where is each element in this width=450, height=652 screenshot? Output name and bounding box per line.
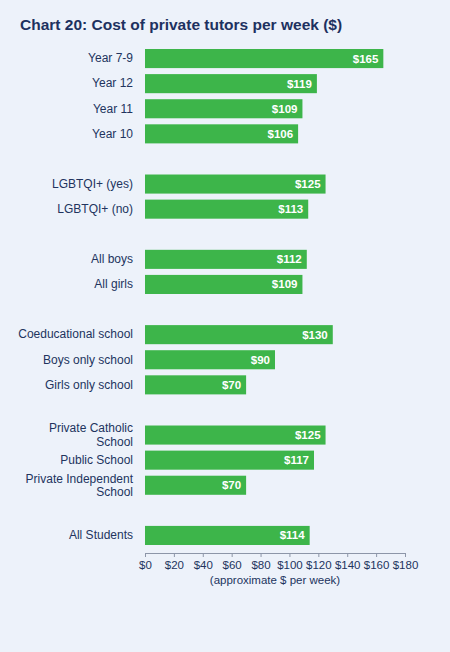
axis-line xyxy=(146,553,406,554)
tick-label: $180 xyxy=(393,559,419,571)
tick: $60 xyxy=(223,553,242,571)
bar xyxy=(145,250,307,269)
data-label: $109 xyxy=(272,278,298,290)
data-label: $125 xyxy=(295,178,321,190)
bar xyxy=(145,451,314,470)
data-label: $114 xyxy=(280,529,306,541)
tick-mark xyxy=(405,553,406,557)
tick: $140 xyxy=(335,553,361,571)
category-label: All girls xyxy=(94,277,133,291)
tick-label: $140 xyxy=(335,559,361,571)
tick: $80 xyxy=(251,553,270,571)
category-tick: Private CatholicSchool xyxy=(49,421,143,448)
bar xyxy=(145,526,310,545)
category-label: All boys xyxy=(91,252,133,266)
tick-label: $40 xyxy=(194,559,213,571)
category-tick: Public School xyxy=(60,453,143,467)
data-label: $112 xyxy=(277,253,302,265)
tick-mark xyxy=(376,553,377,557)
bar xyxy=(145,74,317,93)
data-label: $109 xyxy=(272,103,298,115)
category-tick: LGBTQI+ (yes) xyxy=(52,177,143,191)
bar xyxy=(145,200,308,219)
category-label: Coeducational school xyxy=(18,327,133,341)
category-label: Girls only school xyxy=(45,378,133,392)
bar xyxy=(145,375,246,394)
chart: Chart 20: Cost of private tutors per wee… xyxy=(0,0,450,652)
tick-mark xyxy=(232,553,233,557)
tick-label: $0 xyxy=(139,559,152,571)
tick: $180 xyxy=(393,553,419,571)
tick-label: $20 xyxy=(165,559,184,571)
bar xyxy=(145,49,383,68)
tick-mark xyxy=(318,553,319,557)
bar xyxy=(145,124,298,143)
tick: $20 xyxy=(165,553,184,571)
category-tick: Private IndependentSchool xyxy=(26,472,143,499)
category-axis-line xyxy=(143,47,144,549)
category-tick: Year 12 xyxy=(92,76,143,90)
tick-label: $120 xyxy=(306,559,332,571)
bar xyxy=(145,426,326,445)
tick: $0 xyxy=(139,553,152,571)
axis-title: (approximate $ per week) xyxy=(210,574,341,586)
category-label: Private CatholicSchool xyxy=(49,421,133,448)
data-label: $70 xyxy=(222,479,241,491)
data-label: $113 xyxy=(278,203,303,215)
tick: $40 xyxy=(194,553,213,571)
category-label: LGBTQI+ (yes) xyxy=(52,177,133,191)
value-axis: $0 $20 $40 $60 $80 $100$120$140$160$180 xyxy=(139,553,418,571)
category-label: Public School xyxy=(60,453,133,467)
bars xyxy=(145,49,383,545)
tick-mark xyxy=(203,553,204,557)
data-label: $70 xyxy=(222,379,241,391)
tick-mark xyxy=(145,553,146,557)
category-label: Private IndependentSchool xyxy=(26,472,134,499)
data-label: $165 xyxy=(353,53,379,65)
category-tick: Boys only school xyxy=(43,353,143,367)
category-label: Boys only school xyxy=(43,353,133,367)
bar xyxy=(145,476,246,495)
tick-mark xyxy=(174,553,175,557)
category-tick: LGBTQI+ (no) xyxy=(57,202,143,216)
category-tick: Year 7-9 xyxy=(88,51,143,65)
category-tick: Year 11 xyxy=(93,102,143,116)
category-tick: All Students xyxy=(69,528,143,542)
data-label: $90 xyxy=(251,354,270,366)
data-label: $106 xyxy=(268,128,294,140)
category-tick: All girls xyxy=(94,277,143,291)
category-tick: All boys xyxy=(91,252,143,266)
category-label: Year 10 xyxy=(92,127,133,141)
title: Chart 20: Cost of private tutors per wee… xyxy=(20,16,342,33)
category-label: LGBTQI+ (no) xyxy=(57,202,133,216)
tick: $120 xyxy=(306,553,332,571)
bar xyxy=(145,99,302,118)
category-tick: Girls only school xyxy=(45,378,143,392)
tick-mark xyxy=(289,553,290,557)
tick: $160 xyxy=(364,553,390,571)
data-label: $125 xyxy=(295,429,321,441)
category-label: Year 11 xyxy=(93,102,133,116)
bar xyxy=(145,350,275,369)
tick: $100 xyxy=(277,553,303,571)
tick-label: $100 xyxy=(277,559,303,571)
category-axis: Year 7-9 Year 12 Year 11 Year 10 LGBTQI+ (ye… xyxy=(18,47,143,549)
bar xyxy=(145,325,333,344)
bar xyxy=(145,275,302,294)
category-label: Year 12 xyxy=(92,76,133,90)
data-label: $119 xyxy=(287,78,312,90)
tick-label: $80 xyxy=(251,559,270,571)
category-tick: Coeducational school xyxy=(18,327,143,341)
data-label: $130 xyxy=(302,329,328,341)
tick-mark xyxy=(347,553,348,557)
category-label: All Students xyxy=(69,528,133,542)
category-label: Year 7-9 xyxy=(88,51,133,65)
tick-mark xyxy=(261,553,262,557)
category-tick: Year 10 xyxy=(92,127,143,141)
tick-label: $60 xyxy=(223,559,242,571)
data-labels: $165 $119 $109 $106 $125 $113 $112 $109 $130 $90 $… xyxy=(222,53,379,542)
tick-label: $160 xyxy=(364,559,390,571)
bar xyxy=(145,175,326,194)
data-label: $117 xyxy=(284,454,309,466)
